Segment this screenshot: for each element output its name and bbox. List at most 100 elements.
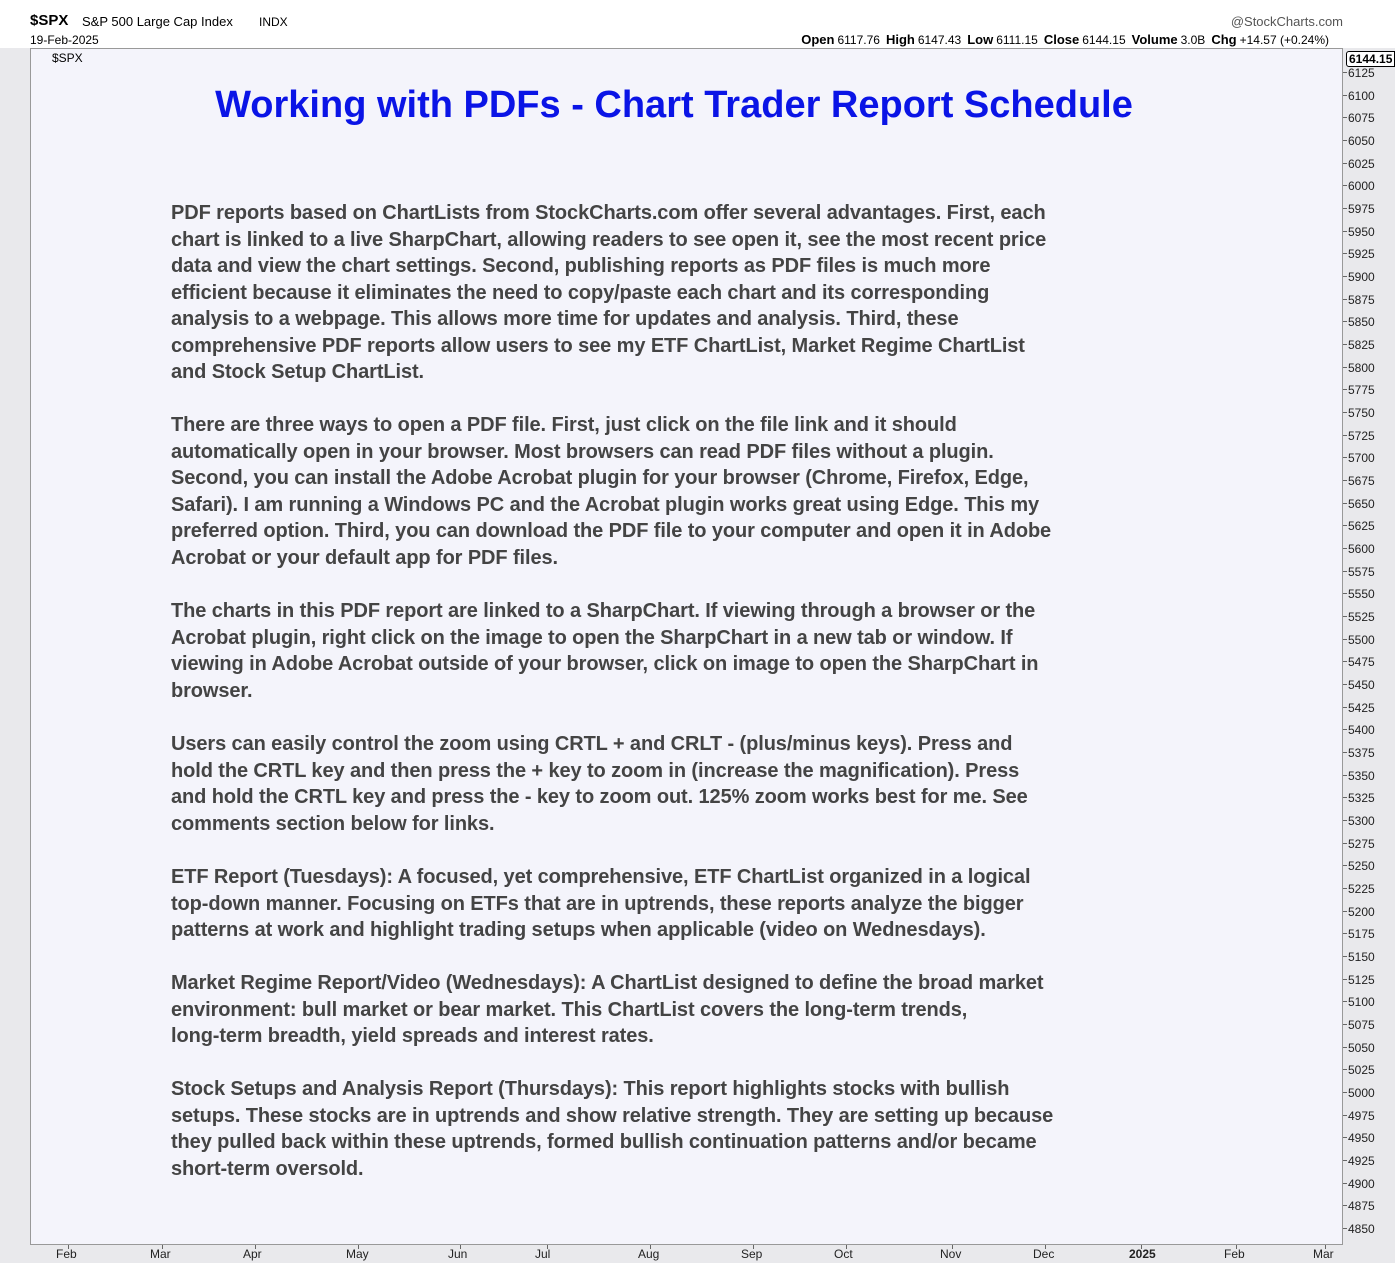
x-tick	[1236, 1245, 1237, 1249]
paragraph-line: automatically open in your browser. Most…	[171, 440, 994, 463]
paragraph-line: viewing in Adobe Acrobat outside of your…	[171, 653, 1039, 675]
y-tick	[1343, 1205, 1347, 1207]
x-tick	[1045, 1245, 1046, 1249]
x-tick-label: Apr	[243, 1247, 262, 1261]
y-tick-label: 5500	[1348, 632, 1375, 647]
y-tick	[1343, 72, 1347, 73]
y-tick	[1343, 1046, 1347, 1048]
y-tick	[1343, 321, 1347, 323]
quote-label: Open	[801, 32, 835, 47]
y-tick	[1343, 865, 1347, 867]
y-tick	[1343, 1069, 1347, 1071]
paragraph-line: long-term breadth, yield spreads and int…	[171, 1025, 654, 1047]
y-tick	[1343, 706, 1347, 708]
y-tick-label: 5925	[1348, 247, 1375, 262]
exchange: INDX	[259, 15, 288, 29]
y-tick-label: 6100	[1348, 88, 1375, 103]
y-tick-label: 5625	[1348, 519, 1375, 534]
x-tick	[255, 1245, 256, 1249]
y-tick	[1343, 344, 1347, 345]
y-tick	[1343, 457, 1347, 459]
paragraph-line: Safari). I am running a Windows PC and t…	[171, 493, 1040, 516]
y-tick	[1343, 593, 1347, 595]
y-tick-label: 5375	[1348, 746, 1375, 760]
y-tick	[1343, 661, 1347, 663]
paragraph-line: patterns at work and highlight trading s…	[171, 919, 986, 941]
y-tick	[1343, 94, 1347, 96]
quote-value: 6147.43	[917, 33, 962, 47]
y-tick-label: 5575	[1348, 564, 1375, 579]
y-tick	[1343, 502, 1347, 504]
y-tick-label: 5550	[1348, 587, 1375, 602]
y-tick	[1343, 1160, 1347, 1161]
y-tick-label: 5125	[1348, 972, 1375, 987]
y-tick-label: 5650	[1348, 496, 1375, 511]
paragraph-line: comprehensive PDF reports allow users to…	[171, 334, 1025, 357]
quote-label: Volume	[1131, 32, 1178, 47]
x-tick	[952, 1245, 953, 1249]
y-tick-label: 5100	[1348, 995, 1375, 1010]
paragraph-line: Users can easily control the zoom using …	[171, 733, 1013, 755]
y-tick-label: 6025	[1348, 156, 1375, 171]
source: @StockCharts.com	[1230, 14, 1343, 29]
y-tick	[1343, 208, 1347, 209]
y-tick-label: 5950	[1348, 224, 1375, 239]
paragraph-line: PDF reports based on ChartLists from Sto…	[171, 202, 1046, 224]
y-tick-label: 5225	[1348, 882, 1375, 896]
paragraph-line: analysis to a webpage. This allows more …	[171, 308, 959, 330]
quote-line: Open 6117.76 High 6147.43 Low 6111.15 Close 614…	[795, 32, 1329, 47]
quote-label: Chg	[1211, 32, 1237, 47]
y-tick-label: 4975	[1348, 1108, 1375, 1123]
y-tick-label: 4950	[1348, 1131, 1375, 1146]
y-tick	[1343, 570, 1347, 572]
symbol: $SPX	[30, 12, 69, 29]
y-tick-label: 4875	[1348, 1199, 1375, 1214]
paragraph-line: browser.	[171, 679, 253, 702]
paragraph-line: ETF Report (Tuesdays): A focused, yet co…	[171, 866, 1031, 888]
y-tick	[1343, 298, 1347, 300]
index-name: S&P 500 Large Cap Index	[82, 14, 233, 29]
y-tick-label: 5275	[1348, 836, 1375, 851]
x-tick-label: Aug	[638, 1247, 660, 1261]
title: Working with PDFs - Chart Trader Report …	[215, 84, 1133, 126]
y-tick-label: 5750	[1348, 406, 1375, 420]
paragraph-line: data and view the chart settings. Second…	[171, 255, 991, 277]
y-tick	[1343, 162, 1347, 164]
x-tick-label: Nov	[940, 1247, 962, 1261]
paragraph-line: chart is linked to a live SharpChart, al…	[171, 228, 1047, 251]
y-tick-label: 4850	[1348, 1222, 1375, 1236]
y-tick-label: 5725	[1348, 428, 1375, 443]
y-tick-label: 5325	[1348, 791, 1375, 806]
paragraph-line: hold the CRTL key and then press the + k…	[171, 759, 1020, 782]
y-tick	[1343, 389, 1347, 391]
x-tick-label: Feb	[56, 1247, 77, 1261]
plot-area	[30, 48, 1343, 1245]
paragraph-line: short-term oversold.	[171, 1157, 364, 1180]
y-tick-label: 5425	[1348, 700, 1375, 715]
y-tick	[1343, 978, 1347, 980]
y-tick	[1343, 185, 1347, 187]
y-tick-label: 6000	[1348, 179, 1375, 194]
quote-value: 6144.15	[1082, 33, 1126, 47]
paragraph-line: and Stock Setup ChartList.	[171, 361, 424, 383]
x-tick	[547, 1245, 548, 1249]
y-tick	[1343, 797, 1347, 799]
paragraph-line: There are three ways to open a PDF file.…	[171, 414, 957, 436]
y-tick	[1343, 820, 1347, 821]
quote-value: 6111.15	[996, 33, 1038, 47]
x-tick	[650, 1245, 651, 1249]
y-tick	[1343, 117, 1347, 119]
y-tick	[1343, 230, 1347, 232]
panel-label: $SPX	[52, 51, 83, 65]
x-tick	[1141, 1245, 1142, 1249]
y-tick	[1343, 842, 1347, 844]
y-tick-label: 5000	[1348, 1086, 1375, 1100]
x-tick	[162, 1245, 163, 1249]
y-tick-label: 5475	[1348, 655, 1375, 670]
quote-value: +14.57 (+0.24%)	[1239, 33, 1329, 47]
y-tick-label: 5450	[1348, 678, 1375, 692]
y-tick	[1343, 1114, 1347, 1116]
y-tick	[1343, 638, 1347, 640]
x-tick-label: Mar	[1313, 1247, 1334, 1261]
